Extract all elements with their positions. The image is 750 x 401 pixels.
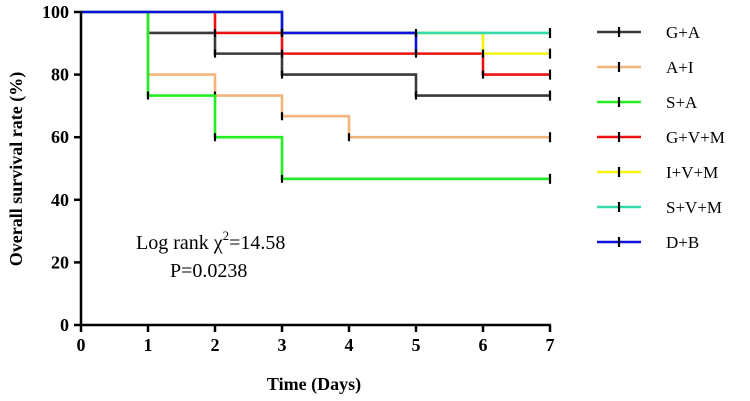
x-tick-label: 0 xyxy=(77,335,86,355)
log-rank-superscript: 2 xyxy=(223,228,230,243)
y-tick-label: 40 xyxy=(51,190,69,210)
legend: G+A A+I S+A G+V+M I+V+M S+V+M D+B xyxy=(597,23,725,252)
ticks: 0 1 2 3 4 5 6 7 0 20 40 60 80 100 xyxy=(42,2,555,355)
legend-item-d-b: D+B xyxy=(597,233,699,252)
x-tick-label: 1 xyxy=(144,335,153,355)
legend-label-s-a: S+A xyxy=(666,93,698,112)
y-axis-title: Overall survival rate (%) xyxy=(6,72,27,266)
legend-item-i-v-m: I+V+M xyxy=(597,163,718,182)
y-tick-label: 60 xyxy=(51,127,69,147)
legend-label-a-i: A+I xyxy=(666,58,694,77)
y-tick-label: 80 xyxy=(51,65,69,85)
legend-item-a-i: A+I xyxy=(597,58,694,77)
series-line-s-v-m xyxy=(81,10,550,35)
x-tick-label: 2 xyxy=(211,335,220,355)
plot-area xyxy=(81,10,552,184)
x-tick-label: 5 xyxy=(412,335,421,355)
y-tick-label: 0 xyxy=(60,315,69,335)
y-tick-label: 100 xyxy=(42,2,69,22)
log-rank-prefix: Log rank χ xyxy=(136,232,223,254)
x-tick-label: 6 xyxy=(479,335,488,355)
log-rank-value: =14.58 xyxy=(229,232,285,254)
x-tick-label: 7 xyxy=(546,335,555,355)
p-value-annotation: P=0.0238 xyxy=(170,260,247,282)
series-line-g-v-m xyxy=(81,10,550,76)
legend-item-s-v-m: S+V+M xyxy=(597,198,722,217)
x-tick-label: 3 xyxy=(278,335,287,355)
x-axis-title: Time (Days) xyxy=(267,374,361,395)
y-tick-label: 20 xyxy=(51,252,69,272)
x-tick-label: 4 xyxy=(345,335,354,355)
legend-label-g-a: G+A xyxy=(666,23,701,42)
legend-label-g-v-m: G+V+M xyxy=(666,128,725,147)
legend-item-s-a: S+A xyxy=(597,93,698,112)
legend-label-s-v-m: S+V+M xyxy=(666,198,722,217)
log-rank-annotation: Log rank χ2=14.58 xyxy=(136,228,285,254)
series-line-s-a xyxy=(81,10,550,181)
axes xyxy=(79,11,551,327)
legend-item-g-a: G+A xyxy=(597,23,701,42)
legend-item-g-v-m: G+V+M xyxy=(597,128,725,147)
legend-label-d-b: D+B xyxy=(666,233,699,252)
legend-label-i-v-m: I+V+M xyxy=(666,163,718,182)
